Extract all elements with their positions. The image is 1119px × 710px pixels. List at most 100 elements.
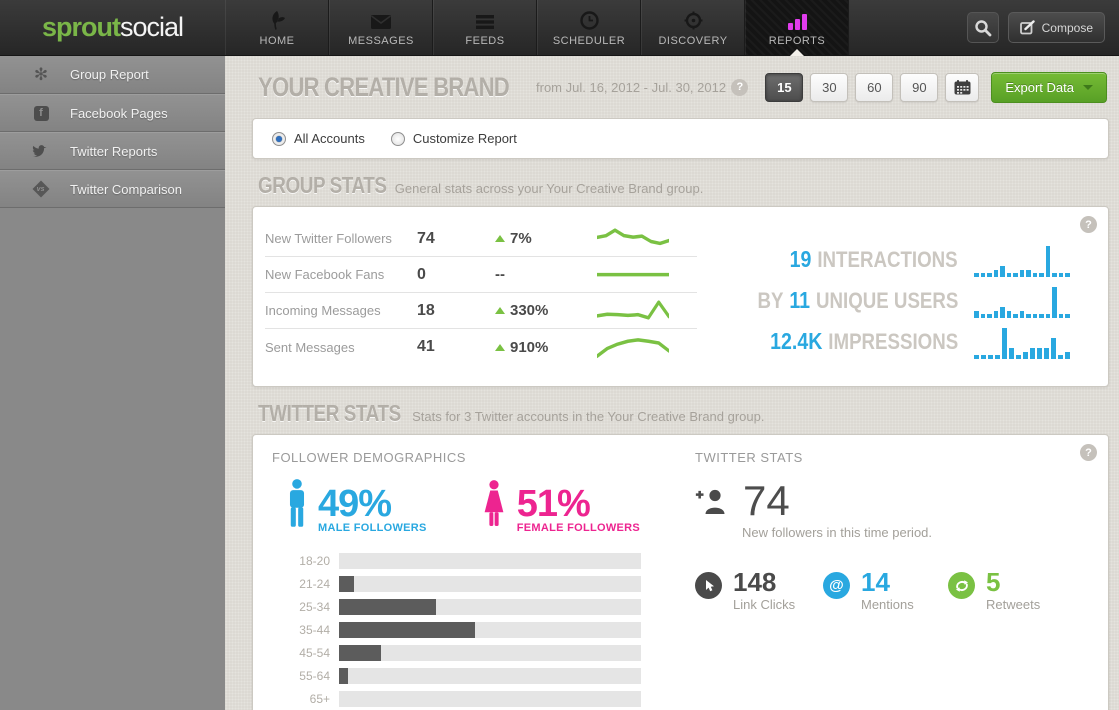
radio-customize-report[interactable]: Customize Report xyxy=(390,131,517,146)
age-bar-track xyxy=(339,576,641,592)
radio-all-accounts[interactable]: All Accounts xyxy=(272,131,365,146)
search-button[interactable] xyxy=(966,12,999,43)
age-bar-track xyxy=(339,645,641,661)
range-button-90[interactable]: 90 xyxy=(900,72,939,102)
link-clicks-label: Link Clicks xyxy=(733,597,796,612)
search-icon xyxy=(974,19,992,36)
twitter-stats-panel: TWITTER STATS 74 New followers in this t… xyxy=(677,450,1108,710)
help-icon[interactable]: ? xyxy=(1080,444,1097,461)
tab-messages[interactable]: MESSAGES xyxy=(329,0,433,55)
interactions-summary: 19 INTERACTIONS BY 11 UNIQUE USERS 12.4K IMP… xyxy=(697,215,1108,386)
help-icon[interactable]: ? xyxy=(1080,216,1097,233)
summary-row: 19 INTERACTIONS xyxy=(697,243,1070,277)
age-bar-row: 35-44 xyxy=(272,622,677,638)
twitter-metrics-row: 148 Link Clicks @ 14 Mentions xyxy=(695,569,1108,612)
calendar-icon xyxy=(954,79,971,94)
row-delta: -- xyxy=(495,266,505,283)
tab-feeds-label: FEEDS xyxy=(465,35,505,47)
sidebar-item-twitter-reports[interactable]: Twitter Reports xyxy=(0,132,225,170)
sidebar-item-label: Twitter Comparison xyxy=(70,181,182,197)
new-followers-value: 74 xyxy=(743,477,790,524)
summary-row: 12.4K IMPRESSIONS xyxy=(697,325,1070,359)
row-delta: 330% xyxy=(495,302,597,319)
tab-reports[interactable]: REPORTS xyxy=(745,0,849,56)
tab-reports-label: REPORTS xyxy=(768,35,826,47)
link-clicks-metric: 148 Link Clicks xyxy=(695,569,823,612)
table-row: Incoming Messages 18 330% xyxy=(265,293,697,329)
age-bar-row: 65+ xyxy=(272,691,677,707)
leaf-icon xyxy=(268,8,286,30)
sidebar-item-twitter-comparison[interactable]: vs Twitter Comparison xyxy=(0,170,225,208)
age-bar-fill xyxy=(339,576,355,592)
age-bar-track xyxy=(339,668,641,684)
follower-demographics-title: FOLLOWER DEMOGRAPHICS xyxy=(272,450,466,465)
range-button-60[interactable]: 60 xyxy=(855,72,894,102)
sidebar-item-group-report[interactable]: ✻ Group Report xyxy=(0,56,225,94)
mentions-label: Mentions xyxy=(861,597,914,612)
new-followers-stat: 74 xyxy=(695,477,1108,524)
twitter-stats-panel-title: TWITTER STATS xyxy=(695,450,803,465)
link-clicks-value: 148 xyxy=(733,567,777,597)
summary-value: 11 xyxy=(789,287,810,313)
range-button-15[interactable]: 15 xyxy=(765,72,804,102)
row-label: Sent Messages xyxy=(265,339,355,355)
age-bar-row: 21-24 xyxy=(272,576,677,592)
age-bar-track xyxy=(339,622,641,638)
new-followers-caption: New followers in this time period. xyxy=(742,525,933,540)
row-label: Incoming Messages xyxy=(265,303,381,318)
compose-button[interactable]: Compose xyxy=(1007,12,1105,43)
bar-chart-icon xyxy=(787,8,807,30)
mentions-value: 14 xyxy=(861,567,890,597)
asterisk-icon: ✻ xyxy=(33,64,49,84)
sidebar-item-facebook-pages[interactable]: f Facebook Pages xyxy=(0,94,225,132)
female-label: FEMALE FOLLOWERS xyxy=(516,522,641,534)
export-data-button[interactable]: Export Data xyxy=(991,71,1107,103)
retweets-metric: 5 Retweets xyxy=(948,569,1076,612)
bar-sparkline xyxy=(974,284,1070,318)
tab-feeds[interactable]: FEEDS xyxy=(433,0,537,55)
tab-discovery[interactable]: DISCOVERY xyxy=(641,0,745,55)
clock-icon xyxy=(579,8,599,30)
sproutsocial-logo[interactable]: sprout social xyxy=(0,0,225,55)
at-mention-icon: @ xyxy=(823,572,850,599)
male-figure-icon xyxy=(289,479,305,527)
chevron-down-icon xyxy=(1083,84,1093,90)
twitter-stats-heading: TWITTER STATS Stats for 3 Twitter accoun… xyxy=(225,400,1119,427)
female-percentage: 51% xyxy=(516,483,591,525)
tab-home[interactable]: HOME xyxy=(225,0,329,55)
reports-sidebar: ✻ Group Report f Facebook Pages Twitter … xyxy=(0,56,225,710)
vs-diamond-icon: vs xyxy=(32,180,50,198)
male-followers-stat: 49% MALE FOLLOWERS xyxy=(284,478,427,534)
nav-right-area: Compose xyxy=(849,0,1119,55)
trend-up-icon xyxy=(495,235,505,242)
group-stats-table: New Twitter Followers 74 7% New Facebook… xyxy=(265,221,697,386)
group-stats-card: New Twitter Followers 74 7% New Facebook… xyxy=(252,206,1109,387)
help-icon[interactable]: ? xyxy=(731,78,749,96)
age-label: 21-24 xyxy=(299,577,330,591)
logo-social: social xyxy=(119,12,184,42)
age-bar-track xyxy=(339,553,641,569)
radio-selected-icon xyxy=(272,131,286,146)
female-figure-icon xyxy=(484,480,504,526)
gender-split: 49% MALE FOLLOWERS 51% FEMALE FOLLOWERS xyxy=(284,478,677,534)
bar-sparkline xyxy=(974,243,1070,277)
twitter-stats-card: FOLLOWER DEMOGRAPHICS 49% MALE FOLLOWERS… xyxy=(252,434,1109,710)
envelope-icon xyxy=(370,8,392,30)
trend-up-icon xyxy=(495,343,505,351)
sparkline xyxy=(595,260,671,290)
sidebar-item-label: Twitter Reports xyxy=(70,143,158,159)
summary-row: BY 11 UNIQUE USERS xyxy=(697,284,1070,318)
age-demographics-chart: 18-20 21-24 25-34 35-44 45-54 55-64 65+ xyxy=(272,553,677,707)
sparkline xyxy=(595,224,671,254)
tab-scheduler[interactable]: SCHEDULER xyxy=(537,0,641,55)
age-bar-track xyxy=(339,599,641,615)
table-row: New Twitter Followers 74 7% xyxy=(265,221,697,257)
report-main-area: YOUR CREATIVE BRAND from Jul. 16, 2012 -… xyxy=(225,56,1119,710)
report-header: YOUR CREATIVE BRAND from Jul. 16, 2012 -… xyxy=(225,56,1119,118)
female-followers-stat: 51% FEMALE FOLLOWERS xyxy=(479,478,640,534)
summary-label: UNIQUE USERS xyxy=(815,288,958,313)
summary-prefix: BY xyxy=(757,288,784,313)
range-button-30[interactable]: 30 xyxy=(810,72,849,102)
retweets-label: Retweets xyxy=(986,597,1041,612)
calendar-button[interactable] xyxy=(945,72,980,102)
